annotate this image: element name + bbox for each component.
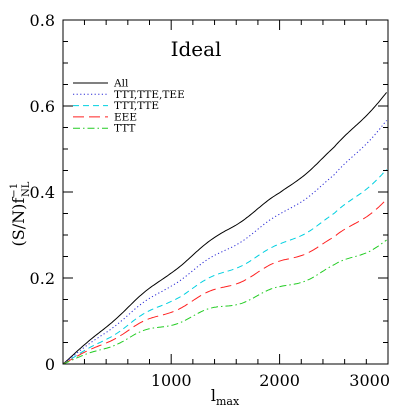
- legend-label-0: All: [113, 78, 129, 90]
- y-tick-label: 0.8: [30, 11, 55, 30]
- series-line-1: [62, 120, 387, 365]
- plot-area: [62, 92, 387, 365]
- y-tick-label: 0.6: [30, 97, 55, 116]
- legend-label-4: TTT: [114, 123, 135, 135]
- series-line-3: [62, 199, 387, 365]
- y-tick-label: 0.4: [30, 183, 55, 202]
- plot-frame: [62, 19, 389, 365]
- chart-annotation: Ideal: [171, 37, 222, 61]
- legend-label-1: TTT,TTE,TEE: [114, 89, 185, 101]
- legend-label-2: TTT,TTE: [114, 100, 159, 112]
- y-axis-title: (S/N)f−1NL: [9, 181, 32, 246]
- series-line-4: [62, 239, 387, 365]
- y-axis-title-main: (S/N)f: [9, 197, 28, 247]
- x-axis-title-main: l: [211, 386, 216, 405]
- axes: 1000 2000 3000 0 0.2 0.4 0.6 0.8: [30, 11, 390, 390]
- x-tick-label: 2000: [259, 371, 300, 390]
- y-tick-label: 0: [45, 355, 55, 374]
- x-axis-title-sub: max: [216, 395, 240, 408]
- x-tick-label: 3000: [349, 371, 390, 390]
- y-tick-label: 0.2: [30, 269, 55, 288]
- legend-label-3: EEE: [114, 111, 137, 123]
- series-line-2: [62, 169, 387, 365]
- y-axis-title-sub: NL: [21, 181, 32, 197]
- x-axis-title: lmax: [211, 386, 240, 408]
- x-tick-label: 1000: [151, 371, 192, 390]
- series-line-0: [62, 92, 387, 365]
- y-axis-title-sup: −1: [9, 183, 20, 198]
